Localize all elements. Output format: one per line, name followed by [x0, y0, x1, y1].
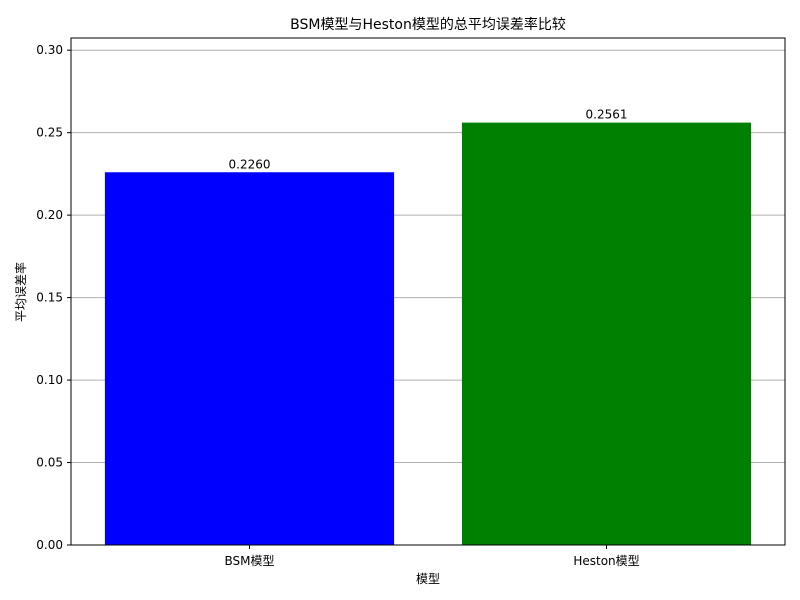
y-tick-label: 0.15: [36, 291, 63, 305]
y-axis-label: 平均误差率: [13, 262, 28, 322]
bar-value-label: 0.2561: [586, 108, 628, 122]
bars: [104, 122, 752, 545]
bar-value-label: 0.2260: [229, 157, 271, 171]
data-labels: 0.2260 0.2561: [229, 108, 628, 172]
y-tick-label: 0.00: [36, 538, 63, 552]
y-tick-label: 0.10: [36, 373, 63, 387]
y-tick-label: 0.25: [36, 126, 63, 140]
x-tick-label: BSM模型: [225, 554, 275, 568]
x-axis-ticks: BSM模型 Heston模型: [225, 545, 640, 568]
chart-title: BSM模型与Heston模型的总平均误差率比较: [290, 16, 566, 33]
x-axis-label: 模型: [416, 572, 440, 586]
y-tick-label: 0.05: [36, 456, 63, 470]
bar-2: [461, 122, 752, 545]
y-tick-label: 0.30: [36, 43, 63, 57]
y-tick-label: 0.20: [36, 208, 63, 222]
bar-1: [104, 172, 395, 545]
y-axis-ticks: 0.00 0.05 0.10 0.15 0.20 0.25 0.30: [36, 43, 71, 552]
x-tick-label: Heston模型: [573, 554, 639, 568]
plot-frame: [70, 37, 786, 546]
